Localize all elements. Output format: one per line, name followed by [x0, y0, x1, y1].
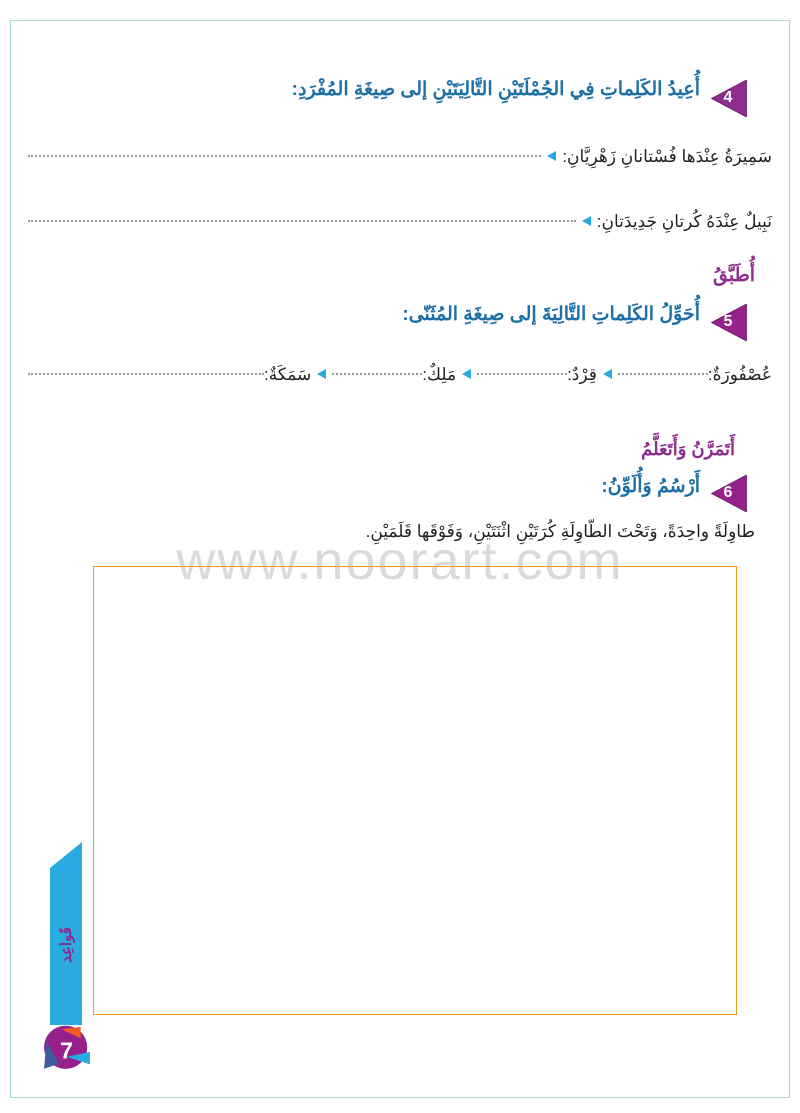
svg-text:7: 7 [60, 1038, 73, 1064]
